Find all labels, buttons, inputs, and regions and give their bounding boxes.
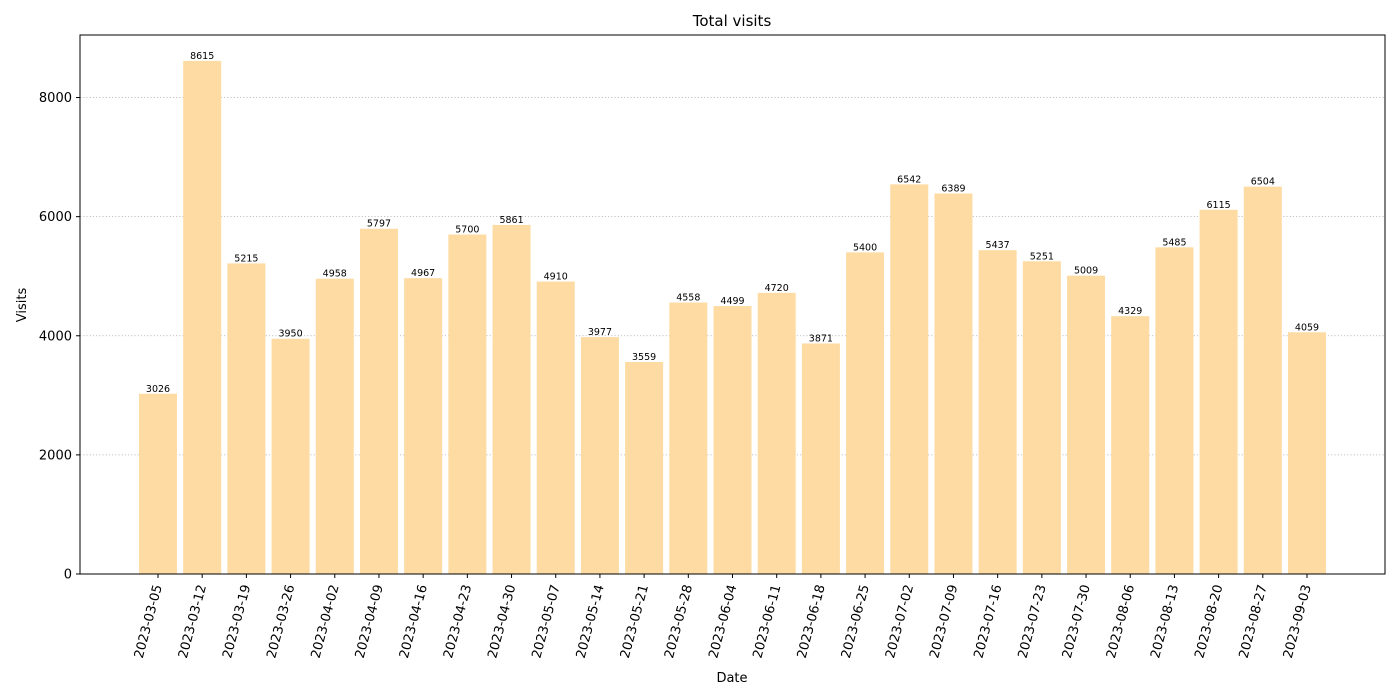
data-label: 5215 xyxy=(234,253,258,264)
bar xyxy=(404,278,443,574)
data-label: 5700 xyxy=(455,225,479,236)
bar xyxy=(227,263,266,574)
x-tick-label: 2023-07-02 xyxy=(883,583,917,660)
bar xyxy=(978,250,1017,574)
data-label: 5437 xyxy=(986,240,1010,251)
data-label: 5861 xyxy=(499,215,523,226)
data-label: 4558 xyxy=(676,293,700,304)
x-tick-label: 2023-04-16 xyxy=(397,583,431,660)
x-tick-label: 2023-06-04 xyxy=(706,583,740,660)
bar xyxy=(1067,275,1106,574)
data-label: 3559 xyxy=(632,352,656,363)
x-tick-label: 2023-08-06 xyxy=(1104,583,1138,660)
bar xyxy=(183,60,222,575)
x-tick-label: 2023-05-28 xyxy=(662,583,696,660)
y-axis-label: Visits xyxy=(15,288,30,323)
data-label: 4329 xyxy=(1118,306,1142,317)
y-tick-label: 8000 xyxy=(39,91,72,106)
data-label: 4499 xyxy=(720,296,744,307)
data-label: 5251 xyxy=(1030,251,1054,262)
data-label: 3871 xyxy=(809,333,833,344)
bar xyxy=(580,337,619,574)
data-label: 5009 xyxy=(1074,266,1098,277)
x-tick-label: 2023-04-02 xyxy=(309,583,343,660)
y-tick-label: 4000 xyxy=(39,329,72,344)
bar xyxy=(757,292,796,574)
x-tick-label: 2023-03-12 xyxy=(176,583,210,660)
x-tick-label: 2023-06-11 xyxy=(751,583,785,660)
bar xyxy=(713,306,752,574)
x-tick-label: 2023-04-09 xyxy=(353,583,387,660)
data-label: 4967 xyxy=(411,268,435,279)
bar xyxy=(669,302,708,574)
x-tick-label: 2023-08-27 xyxy=(1237,583,1271,660)
bar xyxy=(1199,209,1238,574)
x-tick-label: 2023-09-03 xyxy=(1281,583,1315,660)
data-label: 3026 xyxy=(146,384,170,395)
x-tick-label: 2023-03-19 xyxy=(220,583,254,660)
x-tick-label: 2023-07-30 xyxy=(1060,583,1094,660)
x-tick-label: 2023-03-05 xyxy=(132,583,166,660)
bars-group xyxy=(138,60,1327,575)
x-tick-label: 2023-08-13 xyxy=(1148,583,1182,660)
bar xyxy=(890,184,929,574)
x-tick-label: 2023-04-23 xyxy=(441,583,475,660)
data-label: 8615 xyxy=(190,51,214,62)
data-label: 5797 xyxy=(367,219,391,230)
x-tick-label: 2023-07-09 xyxy=(927,583,961,660)
x-tick-label: 2023-05-21 xyxy=(618,583,652,660)
y-tick-label: 2000 xyxy=(39,448,72,463)
data-label: 6115 xyxy=(1207,200,1231,211)
x-tick-label: 2023-07-23 xyxy=(1016,583,1050,660)
x-tick-label: 2023-04-30 xyxy=(485,583,519,660)
y-tick-label: 0 xyxy=(64,568,72,583)
x-axis-label: Date xyxy=(716,671,747,686)
chart-title: Total visits xyxy=(692,12,772,30)
bar xyxy=(1155,247,1194,574)
x-tick-label: 2023-03-26 xyxy=(264,583,298,660)
x-tick-label: 2023-05-07 xyxy=(530,583,564,660)
bar xyxy=(315,278,354,574)
x-tick-label: 2023-06-25 xyxy=(839,583,873,660)
data-label: 6504 xyxy=(1251,177,1275,188)
data-label: 5485 xyxy=(1162,237,1186,248)
y-axis-ticks: 0 2000 4000 6000 8000 xyxy=(39,91,80,583)
x-tick-label: 2023-06-18 xyxy=(795,583,829,660)
bar xyxy=(625,362,664,574)
bar xyxy=(934,193,973,574)
x-tick-label: 2023-08-20 xyxy=(1192,583,1226,660)
data-label: 6542 xyxy=(897,174,921,185)
bar xyxy=(359,228,398,575)
data-label: 3950 xyxy=(278,329,302,340)
y-tick-label: 6000 xyxy=(39,210,72,225)
data-label: 6389 xyxy=(941,183,965,194)
bar xyxy=(448,234,487,574)
x-tick-label: 2023-05-14 xyxy=(574,583,608,660)
x-axis-ticks: 2023-03-05 2023-03-12 2023-03-19 2023-03-26… xyxy=(132,574,1315,660)
data-label: 4958 xyxy=(323,269,347,280)
bar xyxy=(536,281,575,574)
bar xyxy=(492,224,531,575)
bar xyxy=(1022,261,1061,574)
x-tick-label: 2023-07-16 xyxy=(971,583,1005,660)
bar xyxy=(1287,332,1327,574)
bar xyxy=(801,343,840,574)
bar xyxy=(1243,186,1282,574)
bar xyxy=(1111,316,1150,574)
bar xyxy=(271,338,310,574)
bar xyxy=(846,252,885,575)
data-label: 4059 xyxy=(1295,322,1319,333)
data-label: 3977 xyxy=(588,327,612,338)
bar xyxy=(138,393,178,574)
data-labels-group: 3026 8615 5215 3950 4958 5797 4967 5700 5861 4910… xyxy=(146,51,1319,395)
data-label: 4720 xyxy=(765,283,789,294)
data-label: 4910 xyxy=(544,272,568,283)
data-label: 5400 xyxy=(853,242,877,253)
